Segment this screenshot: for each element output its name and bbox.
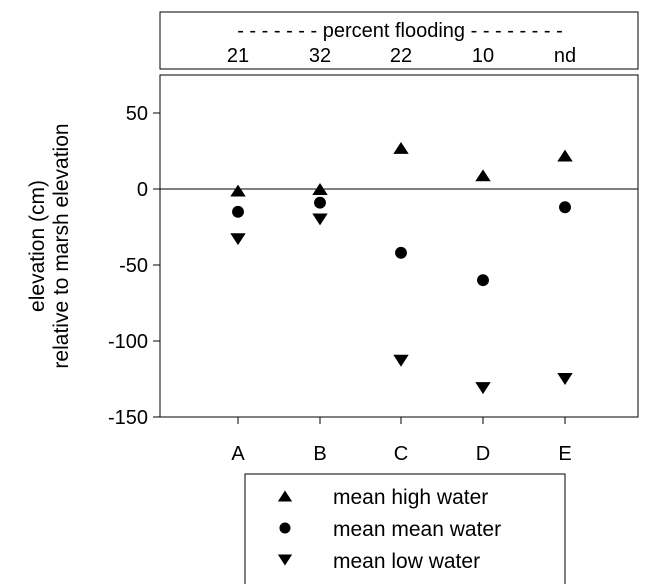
x-tick-label: C bbox=[394, 443, 408, 465]
data-marks bbox=[230, 142, 573, 395]
data-point bbox=[557, 149, 573, 162]
data-point bbox=[393, 142, 409, 154]
data-point bbox=[559, 201, 571, 214]
y-tick-label: -50 bbox=[119, 255, 148, 277]
data-point bbox=[395, 246, 407, 259]
data-point bbox=[557, 373, 573, 385]
top-axis-value: 32 bbox=[309, 45, 331, 67]
top-axis-value: 21 bbox=[227, 45, 249, 67]
y-axis-label-line1: elevation (cm) bbox=[26, 180, 49, 312]
top-axis-values: 21 32 22 10 nd bbox=[227, 45, 576, 67]
y-axis-label-line2: relative to marsh elevation bbox=[50, 123, 73, 368]
x-tick-label: D bbox=[476, 443, 490, 465]
x-axis: A B C D E bbox=[231, 417, 572, 465]
data-point bbox=[393, 354, 409, 367]
y-tick-label: -150 bbox=[108, 407, 148, 429]
y-tick-label: 50 bbox=[126, 103, 148, 125]
legend-marker bbox=[277, 554, 293, 566]
top-axis-title: - - - - - - - percent flooding - - - - -… bbox=[237, 20, 563, 42]
plot-area bbox=[159, 74, 639, 418]
data-point bbox=[475, 382, 491, 395]
legend-marker bbox=[279, 522, 291, 534]
legend-marker bbox=[277, 490, 293, 502]
x-tick-label: B bbox=[313, 443, 326, 465]
data-point bbox=[314, 196, 326, 209]
data-point bbox=[232, 205, 244, 218]
legend-box bbox=[244, 473, 566, 584]
data-point bbox=[230, 184, 246, 197]
data-point bbox=[230, 233, 246, 246]
x-tick-label: A bbox=[231, 443, 245, 465]
legend-label: mean low water bbox=[333, 550, 480, 573]
legend-label: mean mean water bbox=[333, 518, 501, 541]
legend: mean high water mean mean water mean low w… bbox=[277, 486, 501, 573]
y-axis: 50 0 -50 -100 -150 bbox=[108, 103, 160, 429]
y-tick-label: -100 bbox=[108, 331, 148, 353]
top-axis-value: nd bbox=[554, 45, 576, 67]
data-point bbox=[475, 169, 491, 182]
data-point bbox=[312, 183, 328, 195]
x-tick-label: E bbox=[558, 443, 571, 465]
top-axis-value: 10 bbox=[472, 45, 494, 67]
data-point bbox=[477, 274, 489, 287]
top-axis-box bbox=[159, 11, 639, 70]
top-axis-value: 22 bbox=[390, 45, 412, 67]
data-point bbox=[312, 213, 328, 226]
y-tick-label: 0 bbox=[137, 179, 148, 201]
legend-label: mean high water bbox=[333, 486, 488, 509]
